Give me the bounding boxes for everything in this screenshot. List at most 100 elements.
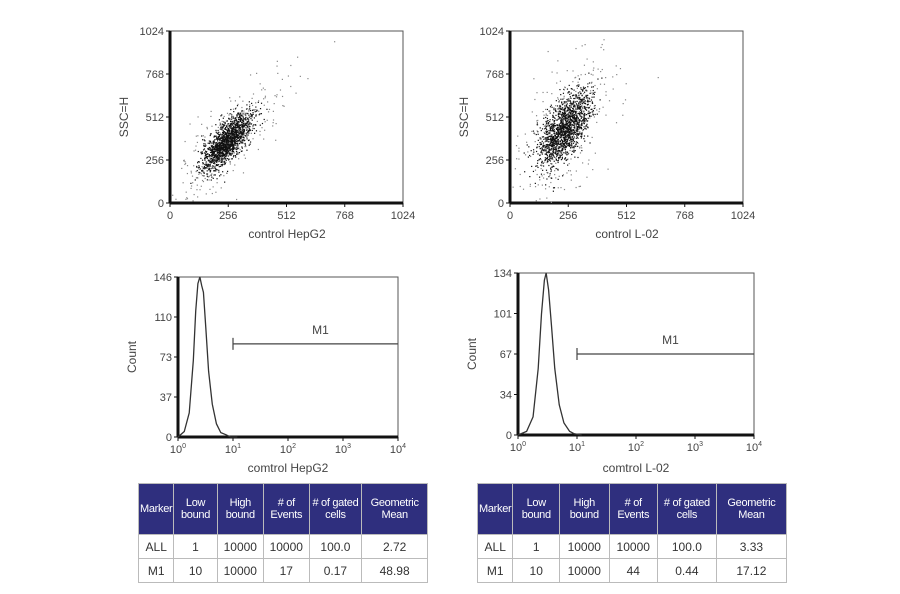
data-point — [209, 165, 211, 167]
data-point — [250, 114, 252, 116]
data-point — [239, 115, 241, 117]
data-point — [213, 141, 215, 143]
data-point — [592, 91, 594, 94]
data-point — [226, 144, 229, 146]
data-point — [562, 116, 564, 118]
data-point — [548, 159, 550, 161]
data-point — [226, 146, 228, 148]
data-point — [219, 132, 222, 134]
data-point — [558, 130, 560, 132]
data-point — [227, 137, 229, 139]
data-point — [224, 161, 226, 163]
data-point — [201, 170, 203, 173]
data-point — [569, 121, 571, 124]
data-point — [233, 117, 236, 119]
data-point — [550, 144, 552, 147]
data-point — [204, 142, 206, 145]
data-point — [559, 143, 561, 146]
data-point — [573, 117, 575, 119]
x-tick-label: 101 — [569, 441, 585, 454]
data-point — [537, 139, 539, 141]
data-point — [229, 161, 231, 163]
data-point — [231, 127, 233, 129]
data-point — [580, 117, 582, 119]
data-point — [234, 121, 236, 123]
data-point — [560, 119, 562, 121]
data-point — [587, 120, 589, 122]
data-point — [258, 110, 260, 112]
data-point — [540, 147, 542, 150]
data-point — [223, 154, 225, 157]
data-point — [242, 125, 244, 127]
data-point — [580, 102, 582, 104]
data-point — [551, 71, 553, 73]
data-point — [581, 88, 583, 91]
data-point — [550, 135, 553, 138]
data-point — [542, 150, 545, 152]
data-point — [266, 119, 268, 121]
data-point — [564, 157, 567, 159]
data-point — [275, 122, 277, 125]
data-point — [565, 104, 567, 106]
data-point — [575, 111, 577, 113]
data-point — [577, 126, 579, 128]
data-point — [209, 171, 211, 173]
data-point — [569, 131, 571, 133]
data-point — [551, 130, 553, 132]
data-point — [214, 159, 216, 161]
data-point — [592, 113, 594, 115]
data-point — [583, 98, 585, 101]
data-point — [554, 109, 557, 112]
data-point — [249, 143, 251, 145]
data-point — [536, 143, 539, 146]
data-point — [578, 113, 580, 115]
data-point — [223, 163, 225, 166]
data-point — [263, 98, 265, 100]
data-point — [597, 78, 599, 80]
data-point — [537, 153, 539, 155]
data-point — [211, 176, 213, 178]
data-point — [540, 142, 542, 144]
data-point — [222, 158, 225, 160]
data-point — [575, 141, 577, 143]
data-point — [226, 126, 228, 128]
data-point — [232, 121, 234, 123]
data-point — [559, 156, 562, 158]
data-point — [547, 145, 549, 147]
data-point — [570, 143, 573, 145]
data-point — [544, 161, 546, 163]
data-point — [221, 158, 223, 160]
data-point — [566, 159, 568, 161]
data-point — [235, 117, 237, 119]
data-point — [549, 154, 551, 156]
data-point — [232, 124, 234, 126]
data-point — [562, 140, 564, 142]
data-point — [574, 77, 576, 79]
data-point — [562, 122, 565, 124]
data-point — [562, 131, 564, 133]
data-point — [580, 99, 583, 101]
data-point — [556, 127, 559, 129]
data-point — [540, 129, 542, 132]
data-point — [560, 154, 562, 156]
data-point — [192, 200, 194, 202]
data-point — [571, 153, 573, 156]
data-point — [529, 176, 531, 178]
data-point — [217, 155, 219, 157]
data-point — [205, 144, 207, 147]
data-point — [551, 141, 553, 144]
data-point — [581, 134, 583, 136]
data-point — [219, 145, 221, 147]
data-point — [541, 184, 543, 186]
data-point — [586, 104, 588, 106]
x-tick-label: 256 — [559, 210, 577, 222]
data-point — [193, 193, 195, 196]
data-point — [217, 138, 219, 141]
data-point — [588, 82, 591, 84]
data-point — [581, 147, 583, 149]
data-point — [593, 93, 595, 95]
data-point — [578, 101, 581, 103]
data-point — [212, 143, 215, 145]
data-point — [235, 119, 237, 121]
data-point — [564, 111, 566, 113]
